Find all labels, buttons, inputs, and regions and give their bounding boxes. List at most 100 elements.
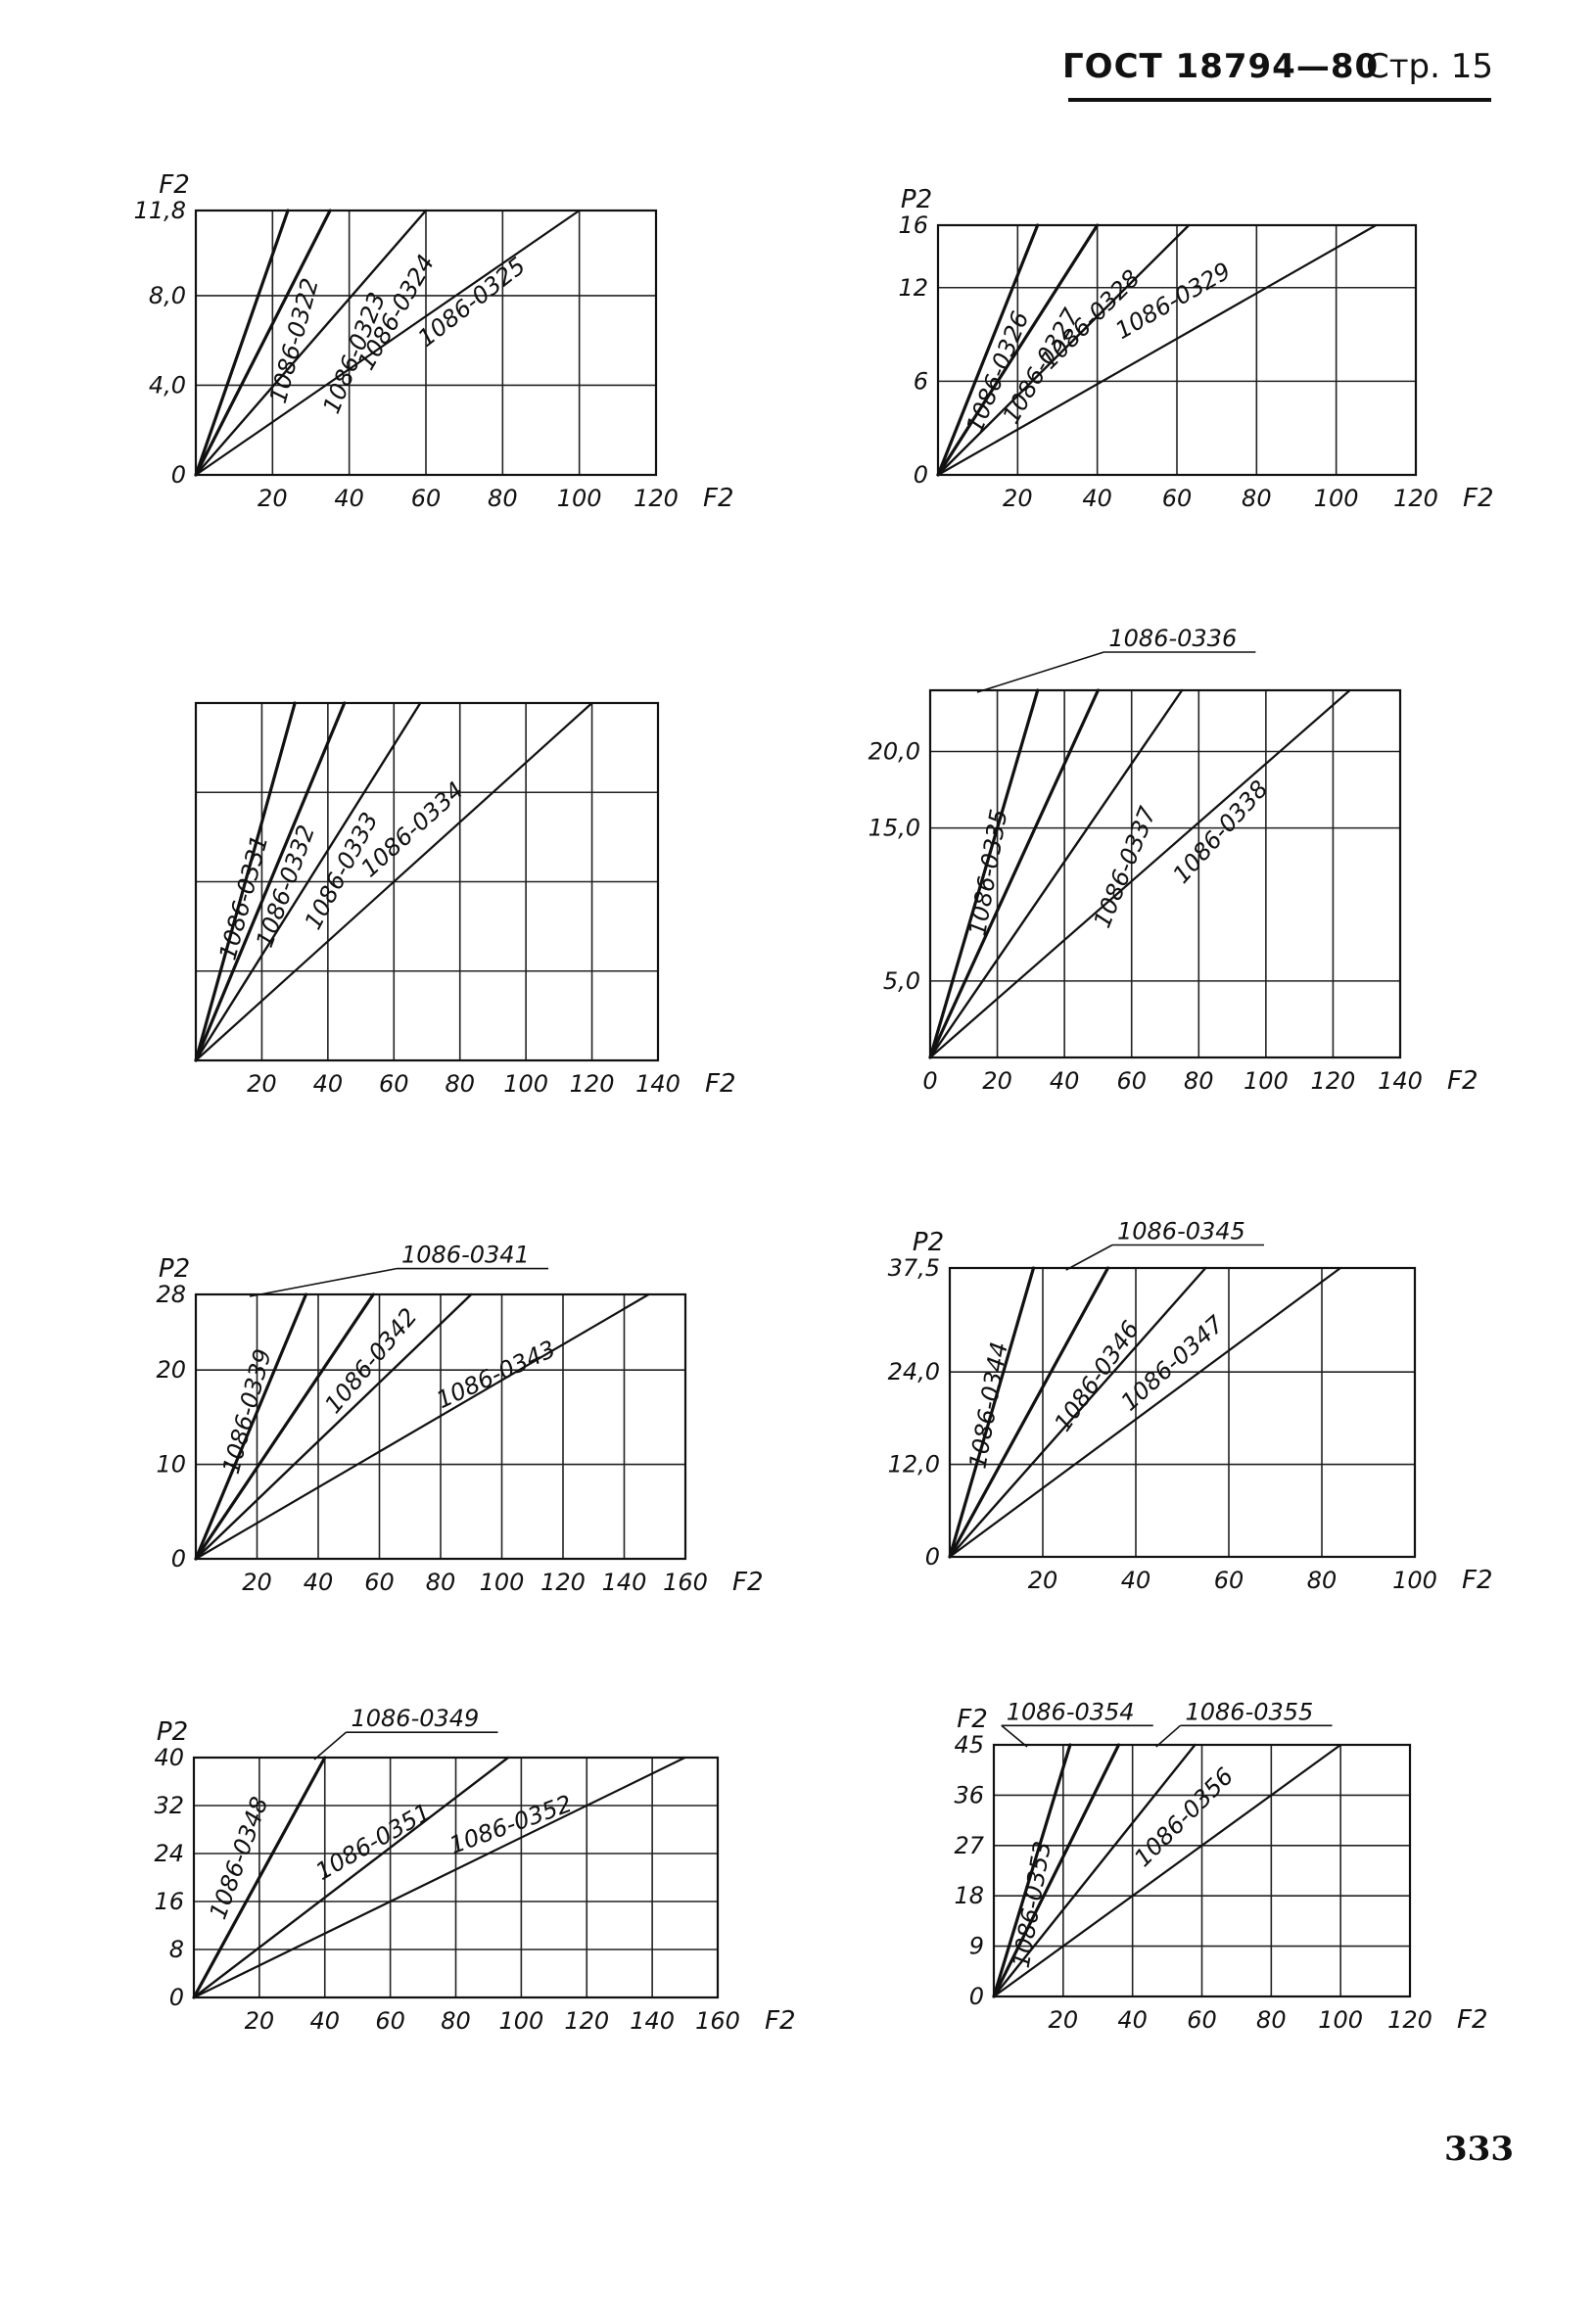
x-tick-label: 80 [1307, 1567, 1338, 1594]
series-line [936, 223, 1040, 477]
series-line [928, 688, 1351, 1059]
x-tick-label: 60 [1162, 485, 1193, 512]
series-line [948, 1266, 1110, 1559]
page-number: 333 [1444, 2130, 1514, 2169]
series-label: 1086-0346 [1049, 1316, 1145, 1436]
series-line [928, 688, 1040, 1059]
series-annotation: 1086-0336 [1108, 625, 1237, 652]
series-line [194, 701, 347, 1062]
series-line [936, 223, 1100, 477]
x-tick-label: 20 [1003, 485, 1033, 512]
x-tick-label: 120 [1393, 485, 1438, 512]
x-tick-label: 60 [379, 1070, 409, 1098]
series-line [948, 1266, 1207, 1559]
y-tick-label: 18 [954, 1882, 984, 1909]
series-line [992, 1743, 1197, 1998]
y-tick-label: 5,0 [883, 967, 920, 995]
y-tick-label: 12 [898, 274, 928, 302]
series-label: 1086-0351 [311, 1798, 436, 1886]
x-axis-label: F2 [1447, 1066, 1479, 1096]
series-line [194, 1292, 650, 1561]
page-label: Стр. 15 [1366, 47, 1494, 86]
x-tick-label: 60 [1214, 1567, 1244, 1594]
y-tick-label: 45 [954, 1731, 984, 1759]
series-line [936, 223, 1378, 477]
y-axis-label: F2 [957, 1705, 988, 1734]
x-tick-label: 100 [498, 2007, 543, 2035]
x-axis-label: F2 [1463, 484, 1494, 513]
y-tick-label: 8,0 [149, 282, 186, 309]
x-axis-label: F2 [703, 484, 734, 513]
series-line [194, 209, 332, 477]
y-tick-label: 8 [169, 1936, 184, 1963]
x-tick-label: 40 [1121, 1567, 1151, 1594]
y-tick-label: 0 [914, 461, 928, 489]
x-tick-label: 40 [1082, 485, 1112, 512]
series-label: 1086-0342 [319, 1303, 423, 1419]
x-tick-label: 80 [1242, 485, 1272, 512]
x-tick-label: 20 [1049, 2006, 1079, 2034]
y-tick-label: 24,0 [888, 1358, 940, 1385]
x-tick-label: 20 [258, 485, 288, 512]
series-line [194, 1292, 308, 1561]
x-tick-label: 100 [1392, 1567, 1437, 1594]
series-label: 1086-0356 [1129, 1762, 1239, 1872]
x-axis-label: F2 [1457, 2005, 1488, 2035]
y-tick-label: 15,0 [868, 815, 920, 842]
x-axis-label: F2 [1462, 1566, 1493, 1595]
x-tick-label: 60 [1116, 1067, 1147, 1095]
series-line [194, 701, 593, 1062]
y-tick-label: 0 [969, 1983, 984, 2010]
x-tick-label: 120 [570, 1070, 615, 1098]
annotation-leader [313, 1731, 348, 1761]
y-tick-label: 16 [898, 211, 928, 239]
series-label: 1086-0348 [204, 1793, 273, 1923]
y-tick-label: 0 [171, 461, 186, 489]
x-tick-label: 120 [564, 2007, 609, 2035]
series-annotation: 1086-0354 [1007, 1698, 1135, 1725]
series-line [194, 209, 428, 477]
x-tick-label: 100 [1318, 2006, 1363, 2034]
plot-area: 1086-0335 1086-0337 1086-0338 1086-0336 0 20 4… [868, 625, 1479, 1096]
x-tick-label: 60 [364, 1569, 395, 1596]
y-tick-label: 0 [925, 1543, 940, 1571]
x-tick-label: 120 [1311, 1067, 1356, 1095]
x-tick-label: 40 [309, 2007, 340, 2035]
series-line [194, 209, 290, 477]
series-label: 1086-0335 [963, 807, 1012, 938]
x-tick-label: 40 [313, 1070, 344, 1098]
plot-frame [194, 701, 660, 1062]
x-tick-label: 20 [982, 1067, 1012, 1095]
y-tick-label: 27 [954, 1832, 984, 1859]
x-tick-label: 20 [247, 1070, 277, 1098]
annotation-leader [249, 1267, 398, 1297]
y-tick-label: 12,0 [888, 1451, 940, 1479]
y-tick-label: 28 [156, 1281, 186, 1308]
x-tick-label: 40 [1117, 2006, 1148, 2034]
x-tick-label: 140 [1378, 1067, 1423, 1095]
x-tick-label: 80 [441, 2007, 471, 2035]
series-line [928, 688, 1184, 1059]
plot-area: 1086-0339 1086-0342 1086-0343 1086-0341 20 40… [156, 1242, 763, 1597]
series-line [194, 1292, 375, 1561]
x-tick-label: 160 [695, 2007, 740, 2035]
series-line [936, 223, 1191, 477]
plot-frame [992, 1743, 1412, 1998]
y-tick-label: 36 [954, 1781, 984, 1808]
series-annotation: 1086-0341 [401, 1242, 530, 1269]
x-tick-label: 100 [480, 1569, 525, 1596]
x-tick-label: 80 [426, 1569, 456, 1596]
series-label: 1086-0339 [217, 1346, 277, 1478]
series-line [192, 1756, 510, 1999]
series-line [192, 1756, 327, 1999]
x-tick-label: 20 [245, 2007, 275, 2035]
header-rule [1068, 98, 1491, 102]
series-line [992, 1743, 1342, 1998]
series-line [948, 1266, 1342, 1559]
